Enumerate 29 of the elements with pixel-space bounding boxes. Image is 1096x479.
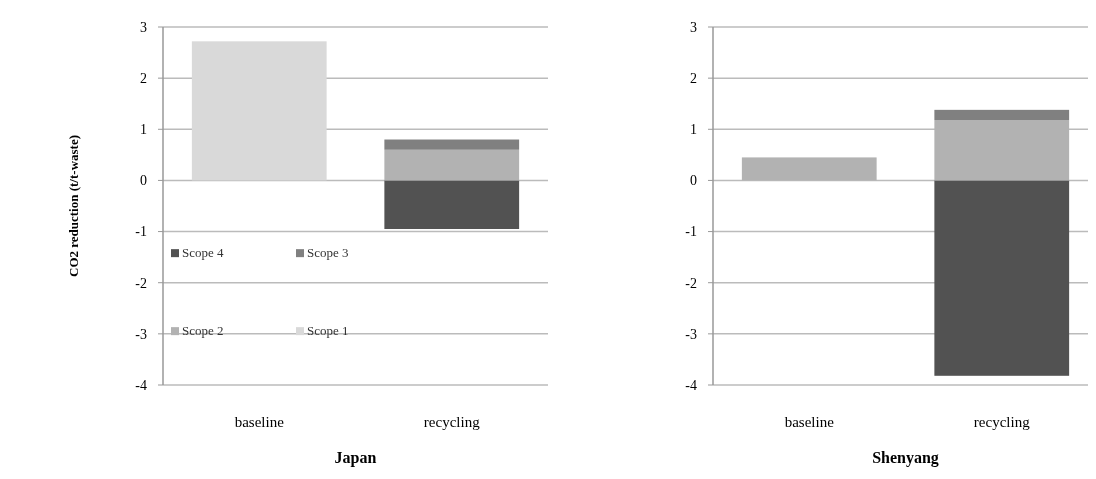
x-tick-label: recycling xyxy=(423,414,481,430)
x-tick-label: baseline xyxy=(784,414,835,430)
text: Shenyang xyxy=(872,449,939,467)
y-tick-label: -1 xyxy=(135,224,147,240)
legend-label: Scope 1 xyxy=(307,323,349,339)
y-tick-label: 1 xyxy=(140,122,147,138)
y-tick-label: 2 xyxy=(140,71,147,87)
legend-label: Scope 2 xyxy=(182,323,224,339)
text: Japan xyxy=(334,449,377,467)
y-tick-label: -4 xyxy=(135,377,147,393)
y-tick-label: -3 xyxy=(135,326,147,342)
y-tick-label: -4 xyxy=(685,377,697,393)
bar xyxy=(934,109,1070,121)
y-tick-label: 0 xyxy=(690,173,697,189)
legend-label: Scope 4 xyxy=(182,245,225,261)
y-tick-label: -1 xyxy=(685,224,697,240)
bar xyxy=(934,180,1070,376)
y-tick-label: 0 xyxy=(140,173,147,189)
y-tick-label: -3 xyxy=(685,326,697,342)
y-tick-label: 1 xyxy=(690,122,697,138)
y-tick-label: -2 xyxy=(135,275,147,291)
y-axis-title: CO2 reduction (t/t-waste) xyxy=(66,134,81,278)
x-tick-label: baseline xyxy=(234,414,285,430)
y-tick-label: 3 xyxy=(690,19,697,35)
y-tick-label: -2 xyxy=(685,275,697,291)
y-tick-label: 3 xyxy=(140,19,147,35)
x-tick-label: recycling xyxy=(973,414,1031,430)
legend-label: Scope 3 xyxy=(307,245,349,261)
y-tick-label: 2 xyxy=(690,71,697,87)
